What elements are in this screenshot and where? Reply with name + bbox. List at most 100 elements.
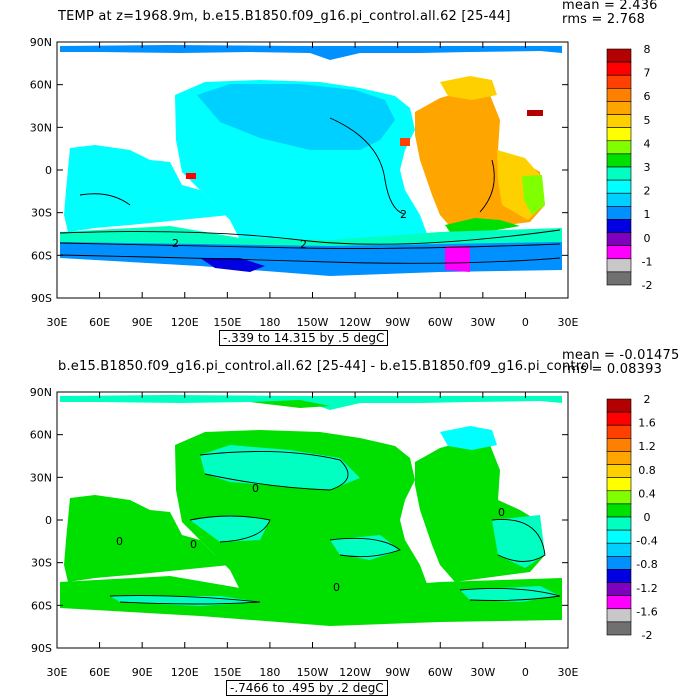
- bottom-colorbar-swatch: [606, 477, 632, 492]
- bottom-colorbar-label: -0.4: [636, 535, 657, 548]
- top-lon-label: 150W: [297, 316, 329, 329]
- bottom-colorbar-label: 0.8: [638, 464, 656, 477]
- bottom-lon-label: 30E: [47, 666, 68, 679]
- bottom-colorbar-swatch: [606, 582, 632, 596]
- top-lon-label: 90W: [385, 316, 410, 329]
- top-colorbar-swatch: [606, 245, 632, 260]
- top-colorbar-label: 5: [644, 114, 651, 127]
- bottom-colorbar-label: 1.6: [638, 417, 656, 430]
- bottom-map-svg: 0 0 0 0 0 90N 60N 30N 0 30S 60S 90S 30E 60E 90E 12…: [30, 386, 579, 679]
- top-lon-label: 60W: [428, 316, 453, 329]
- bottom-contour-label-4: 0: [190, 538, 197, 551]
- top-colorbar: 8 7 6 5 4 3 2 1 0 -1 -2: [606, 45, 653, 292]
- top-contour-label-0: 2: [400, 208, 407, 221]
- top-colorbar-swatch: [606, 192, 632, 207]
- top-lat-label: 60N: [30, 79, 52, 92]
- bottom-colorbar-label: 2: [644, 395, 651, 406]
- top-lon-label: 60E: [89, 316, 110, 329]
- top-panel-rms: rms = 2.768: [562, 12, 646, 27]
- bottom-colorbar-swatch: [606, 621, 632, 636]
- bottom-colorbar-swatch: [606, 424, 632, 439]
- bottom-lon-label: 90W: [385, 666, 410, 679]
- top-colorbar-label: 4: [644, 137, 651, 150]
- top-lon-label: 120E: [171, 316, 199, 329]
- bottom-colorbar-swatch: [606, 569, 632, 583]
- bottom-lon-label: 60W: [428, 666, 453, 679]
- top-colorbar-swatch: [606, 232, 632, 246]
- bottom-lat-label: 30N: [30, 471, 52, 484]
- bottom-colorbar-swatch: [606, 438, 632, 452]
- top-colorbar-swatch: [606, 61, 632, 76]
- top-range-box: -.339 to 14.315 by .5 degC: [219, 330, 389, 346]
- bottom-colorbar-label: 0: [644, 511, 651, 524]
- bottom-colorbar-swatch: [606, 529, 632, 544]
- top-colorbar-label: -2: [642, 279, 653, 292]
- bottom-lat-label: 90N: [30, 386, 52, 399]
- top-lat-label: 30S: [31, 207, 52, 220]
- top-lat-label: 60S: [31, 249, 52, 262]
- bottom-map-field: [57, 392, 568, 648]
- bottom-panel-rms: rms = 0.08393: [562, 362, 663, 377]
- bottom-lon-label: 120E: [171, 666, 199, 679]
- bottom-contour-label-0: 0: [252, 482, 259, 495]
- top-map-axes: 90N 60N 30N 0 30S 60S 90S 30E 60E 90E 120E 150E 180 1…: [30, 36, 579, 329]
- bottom-colorbar-swatch: [606, 595, 632, 610]
- top-map-svg: 2 2 2 90N 60N 30N 0 30S 60S 90S 30E 60E 90E 120E 15…: [30, 36, 579, 329]
- top-colorbar-swatch: [606, 206, 632, 220]
- bottom-colorbar-swatch: [606, 608, 632, 623]
- top-lon-label: 180: [259, 316, 280, 329]
- bottom-lat-label: 30S: [31, 557, 52, 570]
- bottom-colorbar-label: 0.4: [638, 487, 656, 500]
- top-lon-label: 30W: [470, 316, 495, 329]
- bottom-colorbar-label: -1.6: [636, 605, 657, 618]
- top-colorbar-label: 2: [644, 185, 651, 198]
- bottom-colorbar-swatch: [606, 451, 632, 465]
- top-map-field: [57, 42, 568, 298]
- top-colorbar-swatch: [606, 166, 632, 181]
- bottom-lon-label: 0: [522, 666, 529, 679]
- bottom-colorbar-swatch: [606, 411, 632, 426]
- top-contour-label-2: 2: [172, 237, 179, 250]
- bottom-contour-label-2: 0: [333, 581, 340, 594]
- bottom-panel-title: b.e15.B1850.f09_g16.pi_control.all.62 [2…: [58, 359, 593, 374]
- bottom-contour-label-3: 0: [498, 506, 505, 519]
- bottom-lon-label: 30E: [558, 666, 579, 679]
- top-colorbar-label: 8: [644, 45, 651, 56]
- top-colorbar-label: 7: [644, 67, 651, 80]
- top-lon-label: 0: [522, 316, 529, 329]
- top-colorbar-swatch: [606, 219, 632, 233]
- top-panel: TEMP at z=1968.9m, b.e15.B1850.f09_g16.p…: [30, 0, 658, 346]
- top-colorbar-swatch: [606, 271, 632, 286]
- bottom-map-axes: 90N 60N 30N 0 30S 60S 90S 30E 60E 90E 120E 150E 180 1…: [30, 386, 579, 679]
- bottom-lat-label: 60N: [30, 429, 52, 442]
- top-lon-label: 30E: [47, 316, 68, 329]
- top-panel-mean: mean = 2.436: [562, 0, 658, 13]
- bottom-colorbar-swatch: [606, 556, 632, 570]
- bottom-contour-label-1: 0: [116, 535, 123, 548]
- bottom-lat-label: 90S: [31, 642, 52, 655]
- top-colorbar-swatch: [606, 140, 632, 155]
- bottom-panel-mean: mean = -0.01475: [562, 348, 680, 363]
- bottom-lon-label: 30W: [470, 666, 495, 679]
- top-lat-label: 90N: [30, 36, 52, 49]
- bottom-colorbar-label: -1.2: [636, 582, 657, 595]
- bottom-colorbar-label: -2: [642, 629, 653, 642]
- top-lat-label: 0: [45, 164, 52, 177]
- top-lon-label: 120W: [339, 316, 371, 329]
- top-lat-label: 90S: [31, 292, 52, 305]
- top-colorbar-swatch: [606, 74, 632, 89]
- bottom-colorbar-label: -0.8: [636, 558, 657, 571]
- top-colorbar-label: 0: [644, 232, 651, 245]
- bottom-lon-label: 90E: [132, 666, 153, 679]
- bottom-colorbar-swatch: [606, 516, 632, 531]
- top-colorbar-swatch: [606, 127, 632, 142]
- top-panel-title: TEMP at z=1968.9m, b.e15.B1850.f09_g16.p…: [58, 9, 511, 24]
- top-colorbar-label: 3: [644, 161, 651, 174]
- bottom-lon-label: 150W: [297, 666, 329, 679]
- top-colorbar-label: 6: [644, 90, 651, 103]
- bottom-lon-label: 180: [259, 666, 280, 679]
- top-lat-label: 30N: [30, 121, 52, 134]
- bottom-colorbar-label: 1.2: [638, 440, 656, 453]
- bottom-colorbar-swatch: [606, 490, 632, 505]
- bottom-lon-label: 120W: [339, 666, 371, 679]
